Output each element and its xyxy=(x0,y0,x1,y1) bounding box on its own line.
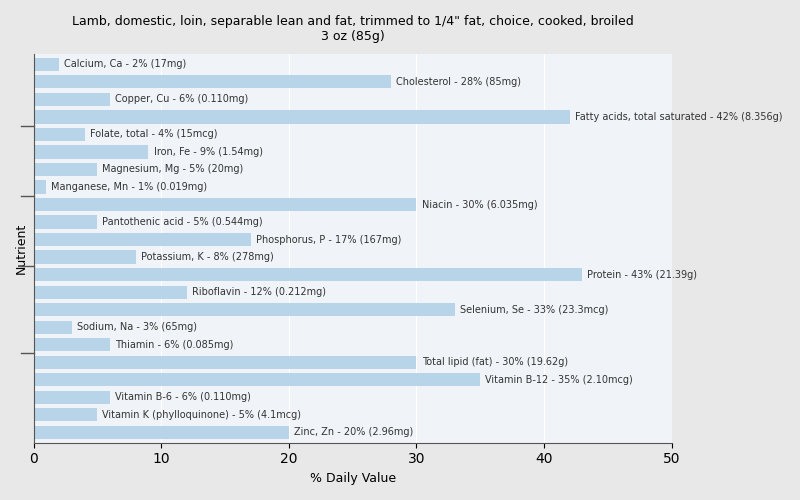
Text: Iron, Fe - 9% (1.54mg): Iron, Fe - 9% (1.54mg) xyxy=(154,147,262,157)
Text: Total lipid (fat) - 30% (19.62g): Total lipid (fat) - 30% (19.62g) xyxy=(422,357,568,367)
Title: Lamb, domestic, loin, separable lean and fat, trimmed to 1/4" fat, choice, cooke: Lamb, domestic, loin, separable lean and… xyxy=(72,15,634,43)
Text: Sodium, Na - 3% (65mg): Sodium, Na - 3% (65mg) xyxy=(77,322,197,332)
Bar xyxy=(34,128,85,141)
Bar xyxy=(34,198,417,211)
Bar xyxy=(34,286,186,298)
Bar xyxy=(34,110,570,124)
Text: Zinc, Zn - 20% (2.96mg): Zinc, Zn - 20% (2.96mg) xyxy=(294,427,413,437)
Bar xyxy=(34,390,110,404)
Text: Cholesterol - 28% (85mg): Cholesterol - 28% (85mg) xyxy=(396,77,521,87)
Text: Pantothenic acid - 5% (0.544mg): Pantothenic acid - 5% (0.544mg) xyxy=(102,217,263,227)
Bar xyxy=(34,408,98,422)
Text: Vitamin B-6 - 6% (0.110mg): Vitamin B-6 - 6% (0.110mg) xyxy=(115,392,251,402)
Bar xyxy=(34,93,110,106)
Bar xyxy=(34,180,46,194)
X-axis label: % Daily Value: % Daily Value xyxy=(310,472,396,485)
Text: Phosphorus, P - 17% (167mg): Phosphorus, P - 17% (167mg) xyxy=(256,234,401,244)
Text: Manganese, Mn - 1% (0.019mg): Manganese, Mn - 1% (0.019mg) xyxy=(51,182,207,192)
Text: Calcium, Ca - 2% (17mg): Calcium, Ca - 2% (17mg) xyxy=(64,60,186,70)
Text: Riboflavin - 12% (0.212mg): Riboflavin - 12% (0.212mg) xyxy=(192,287,326,297)
Y-axis label: Nutrient: Nutrient xyxy=(15,222,28,274)
Bar xyxy=(34,320,72,334)
Bar xyxy=(34,268,582,281)
Bar xyxy=(34,356,417,368)
Bar xyxy=(34,233,250,246)
Text: Copper, Cu - 6% (0.110mg): Copper, Cu - 6% (0.110mg) xyxy=(115,94,249,104)
Text: Magnesium, Mg - 5% (20mg): Magnesium, Mg - 5% (20mg) xyxy=(102,164,244,174)
Bar xyxy=(34,250,136,264)
Text: Protein - 43% (21.39g): Protein - 43% (21.39g) xyxy=(587,270,698,280)
Bar xyxy=(34,76,391,88)
Text: Fatty acids, total saturated - 42% (8.356g): Fatty acids, total saturated - 42% (8.35… xyxy=(574,112,782,122)
Text: Folate, total - 4% (15mcg): Folate, total - 4% (15mcg) xyxy=(90,130,218,140)
Text: Thiamin - 6% (0.085mg): Thiamin - 6% (0.085mg) xyxy=(115,340,234,349)
Bar xyxy=(34,216,98,228)
Bar xyxy=(34,303,454,316)
Bar xyxy=(34,338,110,351)
Text: Vitamin K (phylloquinone) - 5% (4.1mcg): Vitamin K (phylloquinone) - 5% (4.1mcg) xyxy=(102,410,302,420)
Bar xyxy=(34,426,289,439)
Text: Vitamin B-12 - 35% (2.10mcg): Vitamin B-12 - 35% (2.10mcg) xyxy=(486,374,633,384)
Bar xyxy=(34,146,149,158)
Text: Niacin - 30% (6.035mg): Niacin - 30% (6.035mg) xyxy=(422,200,537,209)
Text: Selenium, Se - 33% (23.3mcg): Selenium, Se - 33% (23.3mcg) xyxy=(460,304,608,314)
Bar xyxy=(34,163,98,176)
Text: Potassium, K - 8% (278mg): Potassium, K - 8% (278mg) xyxy=(141,252,274,262)
Bar xyxy=(34,373,480,386)
Bar xyxy=(34,58,59,71)
